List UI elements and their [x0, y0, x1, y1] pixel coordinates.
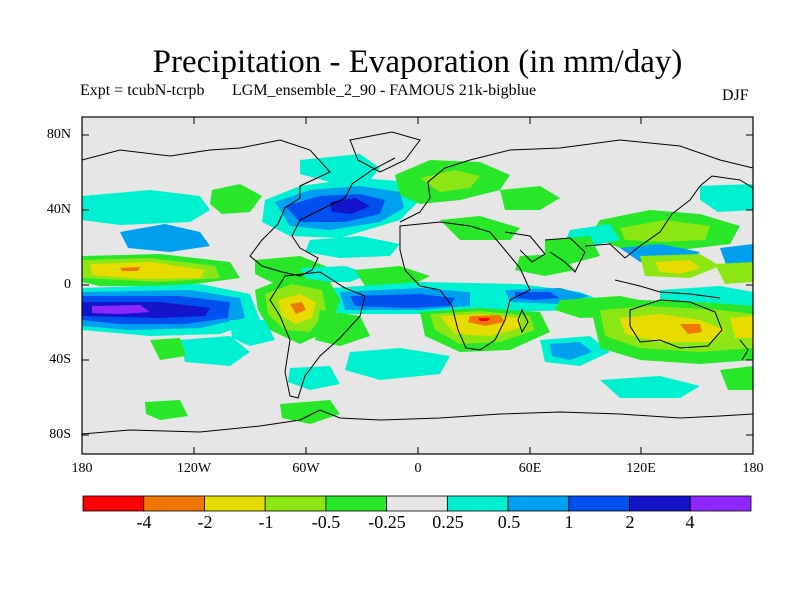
contour-s-america-tip-green	[280, 400, 340, 424]
contour-eq-pacific-violet	[92, 305, 150, 314]
contour-n-subtrop-yellow	[90, 262, 205, 279]
contour-n-subtrop-orange	[120, 267, 140, 271]
colorbar-swatch	[568, 495, 630, 512]
contour-n-pacific-green	[210, 184, 262, 214]
contour-southern-ocean-cyan	[288, 366, 340, 390]
colorbar-swatch	[204, 495, 266, 512]
contour-sahara-green	[440, 216, 520, 240]
lon-label-120e: 120E	[626, 461, 656, 476]
lon-label-180e: 180	[742, 461, 764, 476]
contour-southern-ocean-green	[145, 400, 188, 420]
contour-s-pacific-cyan	[180, 336, 250, 366]
coast-antarctica	[82, 409, 753, 435]
contour-spac-yellow	[730, 316, 753, 338]
lat-label-80s: 80S	[49, 427, 71, 442]
contour-australia-orange	[680, 324, 702, 334]
colorbar-swatch	[386, 495, 448, 512]
contour-eq-atlantic-blue	[350, 294, 455, 308]
contour-fills	[82, 154, 753, 424]
coast-australia	[629, 299, 723, 349]
coastlines	[82, 131, 753, 435]
colorbar-label: -4	[136, 512, 152, 532]
contour-s-america-orange	[290, 302, 306, 314]
contour-sea-yellow	[655, 260, 700, 274]
lat-label-0: 0	[64, 277, 71, 292]
contour-n-europe-green	[500, 186, 560, 210]
lat-label-80n: 80N	[46, 127, 71, 142]
lon-label-0: 0	[414, 461, 422, 476]
colorbar-swatch	[264, 495, 327, 512]
contour-s-pacific-green	[150, 338, 186, 360]
colorbar	[82, 495, 752, 512]
lon-label-180w: 180	[71, 461, 93, 476]
colorbar-label: 0.25	[432, 512, 464, 532]
lon-label-120w: 120W	[176, 461, 212, 476]
colorbar-swatch	[629, 495, 691, 512]
colorbar-label: -0.25	[368, 512, 406, 532]
contour-indian-blue	[515, 292, 560, 300]
figure-title: Precipitation - Evaporation (in mm/day)	[152, 44, 683, 80]
contour-s-africa-red	[478, 318, 490, 321]
contour-mex-cyan	[300, 266, 370, 282]
contour-nw-pacific-lightgreen	[620, 220, 710, 242]
colorbar-label: 0.5	[497, 512, 521, 532]
lon-label-60w: 60W	[292, 461, 320, 476]
contour-s-atl-green	[315, 310, 370, 346]
coast-north-america	[82, 139, 396, 277]
contour-n-pacific-blue	[120, 224, 210, 252]
season-label: DJF	[722, 87, 749, 104]
contour-s-atl-cyan	[230, 320, 275, 346]
colorbar-swatch	[507, 495, 570, 512]
experiment-label: Expt = tcubN-tcrpb	[80, 82, 205, 99]
colorbar-label: -2	[197, 512, 213, 532]
colorbar-swatch	[446, 495, 509, 512]
contour-n-atlantic-navy	[330, 198, 370, 214]
coast-greenland	[349, 131, 421, 173]
contour-mid-atlantic-cyan	[305, 236, 400, 258]
lat-label-40n: 40N	[46, 202, 71, 217]
colorbar-swatch	[143, 495, 205, 512]
contour-nw-pacific-cyan	[700, 184, 753, 212]
lon-label-60e: 60E	[518, 461, 542, 476]
colorbar-swatch	[325, 495, 388, 512]
colorbar-label: 4	[685, 512, 695, 532]
coast-madagascar	[517, 308, 529, 334]
contour-sw-indian-lightblue	[550, 342, 592, 360]
coast-south-america	[269, 271, 366, 399]
colorbar-label: 2	[625, 512, 635, 532]
axis-ticks	[82, 117, 753, 454]
contour-europe-lightgreen	[420, 170, 480, 192]
contour-atl-ne-green	[355, 266, 430, 286]
coast-africa	[399, 221, 531, 351]
contour-s-indian-cyan	[600, 376, 700, 398]
lat-label-40s: 40S	[49, 352, 71, 367]
colorbar-label: -1	[258, 512, 274, 532]
contour-n-pacific-cyan	[82, 190, 210, 225]
colorbar-swatch	[689, 495, 752, 512]
colorbar-swatch	[82, 495, 145, 512]
coast-nz	[739, 339, 749, 361]
colorbar-label: 1	[564, 512, 574, 532]
colorbar-label: -0.5	[311, 512, 341, 532]
coast-europe-africa	[399, 139, 753, 223]
coast-indonesia	[614, 279, 721, 299]
contour-s-atl-south-cyan	[345, 348, 450, 380]
coast-arabia-india	[504, 231, 586, 273]
contour-australia-yellow	[620, 314, 725, 342]
contour-e-pacific-lightgreen	[715, 262, 753, 284]
contour-se-indian-green	[720, 366, 753, 390]
coast-asia-east	[584, 175, 753, 259]
run-label: LGM_ensemble_2_90 - FAMOUS 21k-bigblue	[232, 82, 537, 99]
